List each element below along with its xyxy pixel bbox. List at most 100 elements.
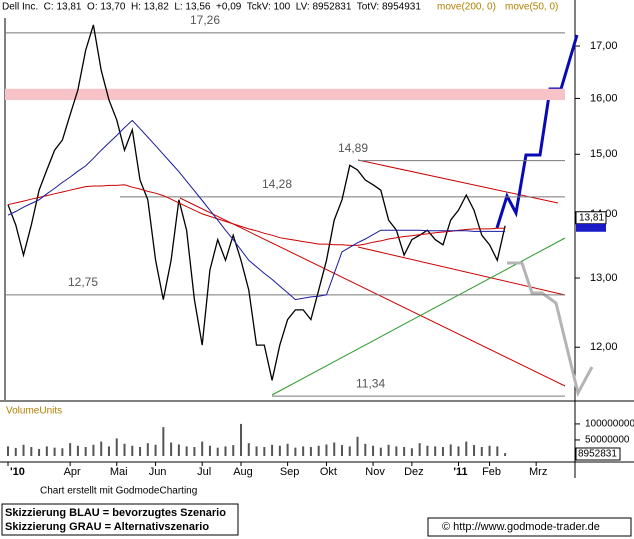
level-label: 11,34 [356, 376, 385, 390]
volume-bar [76, 445, 79, 456]
volume-bar [154, 444, 157, 456]
volume-bar [224, 446, 227, 456]
x-tick-label: Mai [110, 466, 128, 478]
level-label: 14,28 [262, 177, 292, 191]
volume-bar [84, 447, 87, 456]
volume-bar [410, 448, 413, 456]
volume-bar [100, 441, 103, 456]
volume-bar [123, 443, 126, 456]
volume-bar [379, 447, 382, 456]
volume-bar [38, 448, 41, 456]
volume-bar [387, 444, 390, 456]
volume-bar [278, 445, 281, 456]
x-tick-label: Okt [320, 466, 337, 478]
volume-last-box [575, 447, 621, 461]
volume-bar [449, 444, 452, 456]
volume-bar [286, 443, 289, 456]
y-tick-label: 12,00 [590, 341, 618, 353]
volume-bar [201, 441, 204, 456]
volume-bar [340, 445, 343, 456]
volume-bar [53, 447, 56, 456]
volume-bar [294, 447, 297, 456]
level-label: 14,89 [338, 141, 368, 155]
note: Skizzierung GRAU = Alternativszenario [5, 521, 209, 533]
volume-bar [473, 445, 476, 456]
series-line [7, 184, 506, 246]
volume-bar [185, 446, 188, 456]
last-price-marker [576, 223, 606, 232]
volume-bar [441, 447, 444, 456]
volume-bar [403, 447, 406, 456]
volume-bar [30, 447, 33, 456]
x-tick-label: Apr [64, 466, 81, 478]
volume-bar [426, 445, 429, 456]
volume-bar [333, 442, 336, 456]
copyright: © http://www.godmode-trader.de [442, 521, 600, 533]
volume-bar [263, 447, 266, 456]
volume-bar [131, 445, 134, 456]
volume-last-label: 8952831 [578, 449, 617, 460]
volume-bar [255, 446, 258, 456]
volume-bar [107, 446, 110, 456]
volume-bar [69, 443, 72, 456]
volume-bar [7, 446, 9, 456]
x-tick-label: Feb [482, 466, 501, 478]
header: Dell Inc. C: 13,81 O: 13,70 H: 13,82 L: … [2, 2, 421, 13]
volume-bar [115, 438, 118, 456]
volume-bar [348, 446, 351, 456]
volume-bar [480, 447, 483, 456]
scenario-gray [507, 261, 594, 398]
volume-bar [434, 446, 437, 456]
volume-bar [364, 443, 367, 456]
note-box [1, 503, 239, 536]
volume-bar [22, 444, 25, 456]
credit: Chart erstellt mit GodmodeCharting [40, 486, 197, 497]
volume-bar [372, 445, 375, 456]
volume-bar [309, 447, 312, 456]
volume-bar [232, 445, 235, 456]
volume-bar [325, 444, 328, 456]
x-tick-label: Dez [404, 466, 424, 478]
y-tick-label: 16,00 [590, 92, 618, 104]
volume-label: VolumeUnits [6, 406, 62, 417]
volume-tick-label: 100000000 [585, 419, 634, 430]
trend-line [179, 197, 566, 387]
legend-ma50: move(50, 0) [505, 2, 558, 13]
volume-bar [395, 446, 398, 456]
level-label: 12,75 [68, 275, 98, 289]
volume-bar [418, 443, 421, 456]
volume-bar [61, 448, 64, 456]
y-tick-label: 13,00 [590, 272, 618, 284]
volume-bar [302, 446, 305, 456]
copyright-box [427, 517, 632, 537]
volume-bar [271, 444, 274, 456]
y-tick-label: 17,00 [590, 40, 618, 52]
y-tick-label: 15,00 [590, 148, 618, 160]
trend-line [357, 159, 559, 204]
volume-bar [457, 446, 460, 456]
volume-bar [208, 445, 211, 456]
zone [5, 88, 565, 101]
volume-bar [193, 447, 196, 456]
volume-bar [216, 447, 219, 456]
x-tick-label: Jun [149, 466, 167, 478]
volume-bar [162, 427, 165, 456]
x-tick-label: Sep [280, 466, 300, 478]
volume-bar [504, 453, 507, 456]
x-tick-label: Mrz [529, 466, 547, 478]
last-price-label: 13,81 [579, 212, 604, 223]
volume-tick-label: 50000000 [585, 435, 630, 446]
volume-bar [240, 423, 243, 456]
volume-bar [247, 443, 250, 456]
legend-ma200: move(200, 0) [437, 2, 496, 13]
x-tick-label: '11 [453, 466, 467, 478]
volume-bar [92, 444, 95, 456]
volume-bar [356, 436, 359, 456]
note: Skizzierung BLAU = bevorzugtes Szenario [5, 507, 226, 519]
volume-bar [146, 443, 149, 456]
volume-bar [465, 441, 468, 456]
volume-bar [139, 447, 142, 456]
volume-bar [177, 444, 180, 456]
